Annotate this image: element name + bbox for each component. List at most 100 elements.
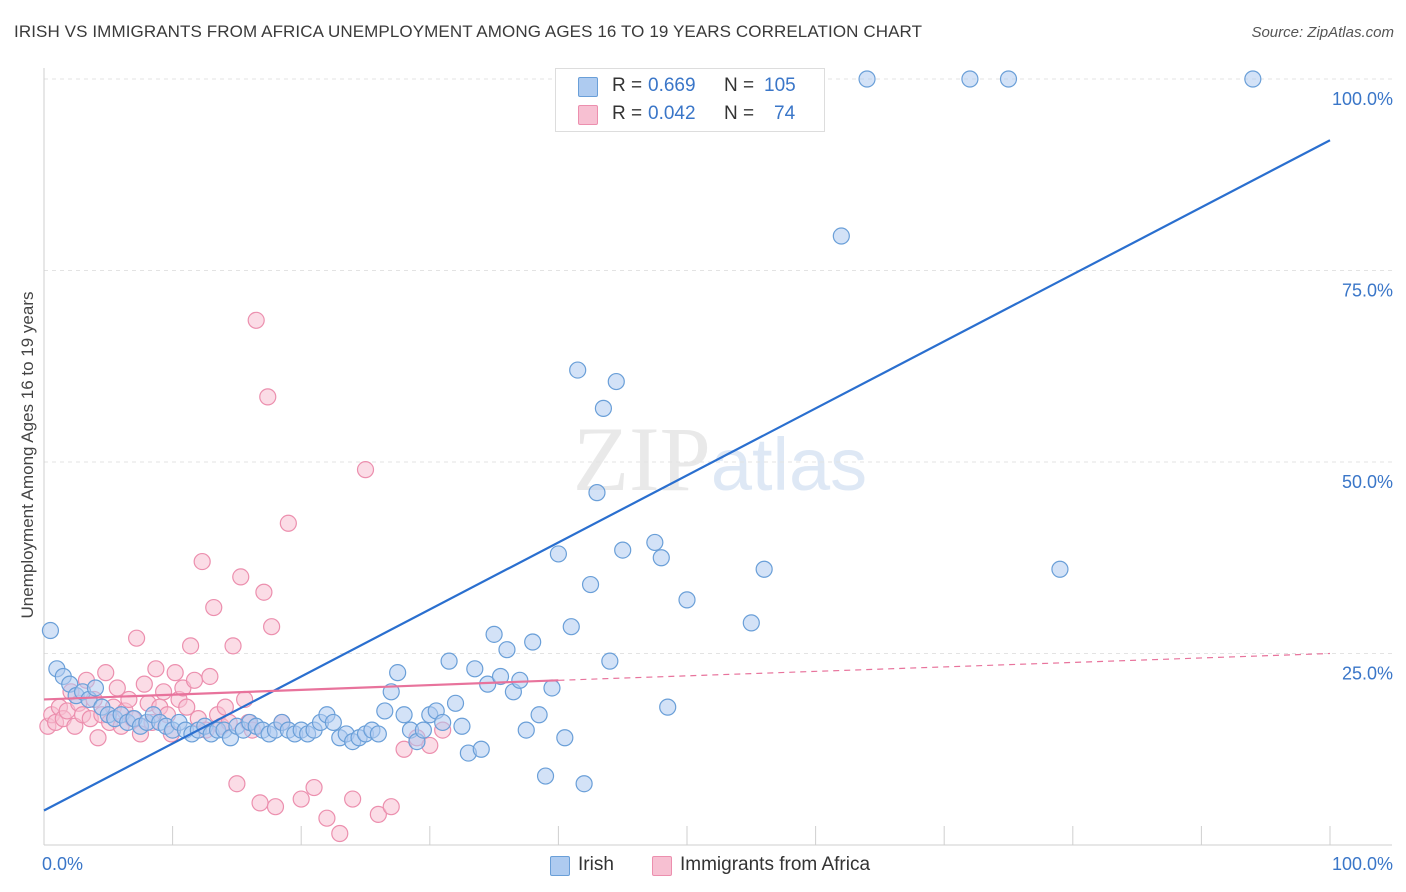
africa-point-67	[356, 461, 375, 479]
chart-title: IRISH VS IMMIGRANTS FROM AFRICA UNEMPLOY…	[14, 22, 923, 41]
irish-point-64	[453, 717, 471, 735]
africa-point-61	[279, 514, 297, 532]
irish-point-88	[607, 372, 625, 391]
africa-point-69	[382, 798, 400, 816]
irish-point-96	[832, 227, 850, 245]
africa-r-label: R =	[612, 103, 643, 124]
africa-point-38	[185, 671, 204, 689]
africa-n-value: 74	[774, 103, 796, 124]
africa-point-42	[201, 667, 219, 686]
irish-point-53	[382, 683, 400, 701]
africa-trend-line-dashed	[558, 652, 1331, 681]
africa-point-59	[266, 798, 285, 816]
irish-point-84	[581, 575, 600, 594]
africa-point-55	[251, 794, 269, 812]
y-tick-label-50: 50.0%	[1342, 472, 1393, 492]
y-tick-label-25: 25.0%	[1342, 664, 1393, 684]
africa-r-value: 0.042	[648, 103, 696, 124]
irish-point-82	[569, 361, 587, 379]
irish-point-93	[678, 591, 696, 609]
irish-point-55	[395, 706, 413, 724]
irish-point-0	[41, 621, 60, 640]
irish-trend-line	[43, 139, 1331, 812]
irish-point-79	[549, 545, 568, 563]
grid-lines	[44, 78, 1392, 654]
irish-point-61	[434, 713, 452, 732]
africa-point-58	[263, 618, 281, 636]
irish-point-7	[86, 679, 105, 697]
irish-point-85	[588, 484, 606, 502]
africa-point-48	[224, 637, 242, 655]
irish-point-87	[601, 652, 619, 670]
africa-swatch	[578, 105, 598, 125]
irish-point-81	[562, 618, 580, 636]
tick-labels: 25.0% 50.0% 75.0% 100.0% 0.0% 100.0%	[42, 89, 1393, 874]
irish-point-86	[594, 399, 613, 417]
legend-irish-swatch	[550, 856, 570, 876]
irish-point-69	[485, 625, 503, 643]
africa-point-15	[97, 664, 115, 682]
africa-point-63	[305, 778, 323, 797]
irish-point-66	[466, 660, 484, 678]
irish-point-63	[446, 694, 465, 712]
irish-point-90	[646, 533, 664, 552]
africa-point-21	[120, 690, 138, 709]
watermark: ZIPatlas	[573, 408, 867, 510]
series-africa-points	[39, 311, 452, 843]
irish-point-100	[1051, 560, 1069, 578]
stats-box: R = 0.669 N = 105 R = 0.042 N = 74	[555, 68, 825, 132]
irish-point-58	[414, 721, 432, 739]
irish-point-92	[659, 698, 677, 716]
irish-point-54	[389, 664, 407, 682]
x-tick-label-0: 0.0%	[42, 854, 83, 874]
x-tick-label-100: 100.0%	[1332, 854, 1393, 874]
africa-point-56	[255, 583, 273, 601]
africa-point-54	[247, 311, 265, 329]
africa-point-49	[228, 775, 246, 793]
irish-point-89	[614, 541, 632, 559]
irish-r-label: R =	[612, 75, 643, 96]
irish-point-94	[742, 614, 760, 632]
irish-point-67	[472, 740, 490, 758]
irish-point-83	[575, 775, 593, 793]
y-tick-label-75: 75.0%	[1342, 281, 1393, 301]
irish-point-73	[511, 671, 529, 689]
irish-point-78	[543, 679, 561, 697]
africa-point-68	[369, 805, 387, 823]
irish-point-101	[1244, 70, 1262, 88]
irish-point-74	[517, 721, 535, 739]
africa-point-43	[205, 598, 223, 617]
irish-point-77	[536, 767, 555, 785]
africa-point-30	[154, 683, 173, 701]
irish-point-97	[858, 70, 876, 88]
africa-point-25	[135, 675, 153, 693]
africa-point-28	[147, 660, 165, 678]
irish-point-95	[755, 560, 773, 578]
africa-point-23	[127, 629, 146, 647]
irish-point-75	[524, 633, 542, 651]
africa-point-62	[292, 790, 310, 808]
africa-point-65	[331, 824, 349, 843]
legend-africa-label: Immigrants from Africa	[680, 854, 871, 875]
irish-n-label: N =	[724, 75, 755, 96]
irish-point-76	[530, 706, 548, 724]
trend-lines	[43, 139, 1331, 812]
legend-irish-label: Irish	[578, 854, 614, 875]
y-tick-label-100: 100.0%	[1332, 89, 1393, 109]
irish-point-99	[999, 70, 1018, 88]
africa-point-66	[344, 790, 362, 808]
source-note: Source: ZipAtlas.com	[1251, 24, 1394, 41]
africa-point-37	[182, 637, 200, 655]
africa-point-13	[89, 729, 107, 747]
africa-point-36	[178, 698, 196, 716]
africa-point-40	[193, 552, 211, 571]
africa-n-label: N =	[724, 103, 755, 124]
irish-point-44	[324, 713, 342, 732]
irish-point-62	[440, 652, 458, 670]
africa-point-33	[166, 664, 184, 682]
irish-point-51	[369, 725, 387, 743]
legend: Irish Immigrants from Africa	[0, 850, 1406, 880]
irish-n-value: 105	[764, 75, 796, 96]
africa-point-70	[395, 740, 413, 758]
